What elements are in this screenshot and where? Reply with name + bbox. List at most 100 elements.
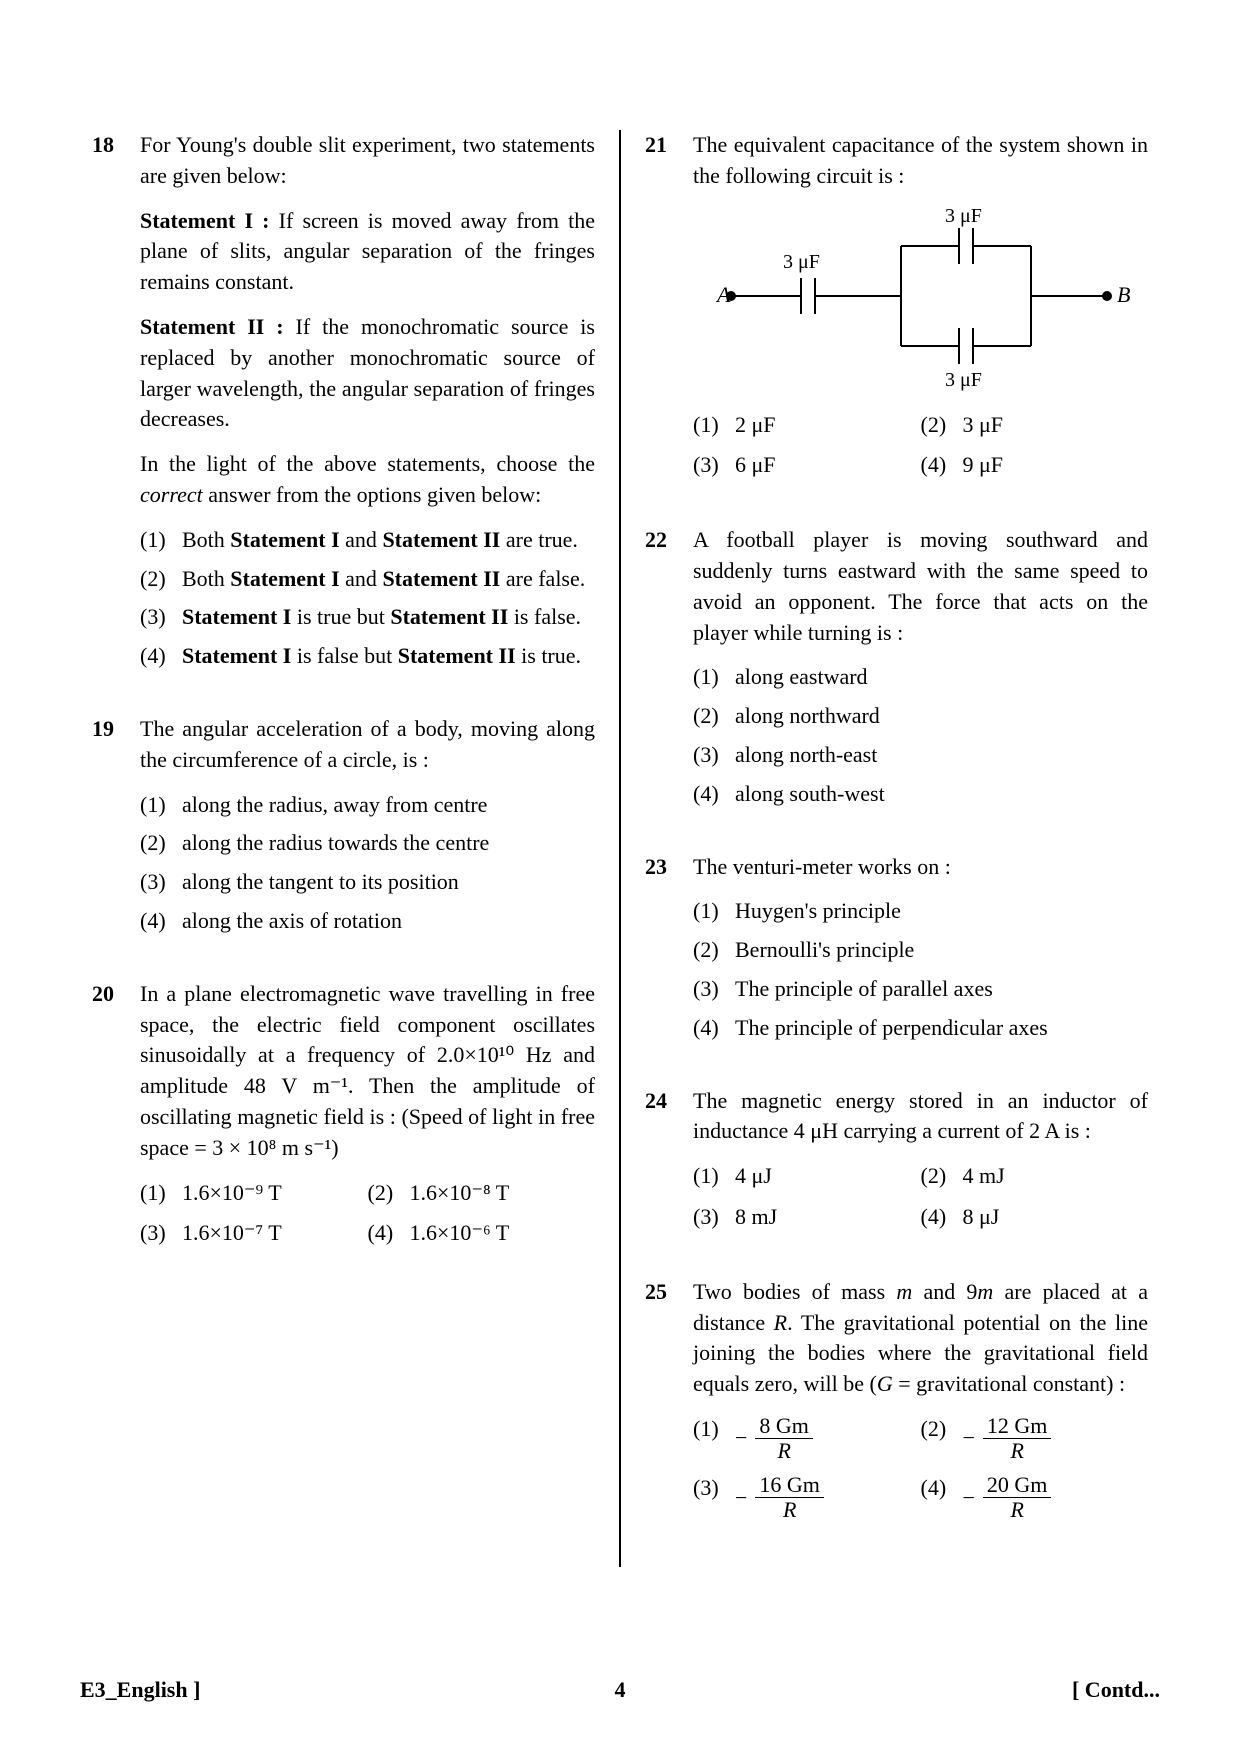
cap3-label: 3 μF [945, 369, 982, 391]
frequency-value: 2.0×10¹⁰ Hz [437, 1042, 552, 1067]
q20-text: In a plane electromagnetic wave travelli… [140, 979, 595, 1164]
option-number: (2) [140, 564, 182, 595]
q24-text: The magnetic energy stored in an inducto… [693, 1086, 1148, 1148]
cap2-label: 3 μF [945, 205, 982, 227]
option: (1)Huygen's principle [693, 896, 1148, 927]
option: (2)Bernoulli's principle [693, 935, 1148, 966]
option: (3)1.6×10⁻⁷ T [140, 1218, 368, 1249]
question-number: 20 [92, 979, 140, 1259]
question-24: 24 The magnetic energy stored in an indu… [645, 1086, 1148, 1243]
option-text: Both Statement I and Statement II are tr… [182, 525, 595, 556]
question-number: 21 [645, 130, 693, 491]
option: (1)−8 GmR [693, 1414, 921, 1463]
option: (4)The principle of perpendicular axes [693, 1013, 1148, 1044]
q23-options: (1)Huygen's principle (2)Bernoulli's pri… [693, 896, 1148, 1043]
lead-b: answer from the options given below: [203, 482, 542, 507]
stmt1-label: Statement I : [140, 208, 270, 233]
q18-lead: In the light of the above statements, ch… [140, 449, 595, 511]
question-25: 25 Two bodies of mass m and 9m are place… [645, 1277, 1148, 1533]
node-b-label: B [1117, 282, 1130, 307]
q21-options: (1)2 μF (2)3 μF (3)6 μF (4)9 μF [693, 410, 1148, 492]
q22-options: (1)along eastward (2)along northward (3)… [693, 662, 1148, 809]
option: (2)along the radius towards the centre [140, 828, 595, 859]
option: (2)along northward [693, 701, 1148, 732]
q25-options: (1)−8 GmR (2)−12 GmR (3)−16 GmR (4)−20 G… [693, 1414, 1148, 1533]
question-22: 22 A football player is moving southward… [645, 525, 1148, 817]
option: (1)Both Statement I and Statement II are… [140, 525, 595, 556]
page-footer: E3_English ] 4 [ Contd... [80, 1677, 1160, 1703]
question-body: Two bodies of mass m and 9m are placed a… [693, 1277, 1148, 1533]
q18-options: (1)Both Statement I and Statement II are… [140, 525, 595, 672]
option-text: Both Statement I and Statement II are fa… [182, 564, 595, 595]
option: (2)3 μF [921, 410, 1149, 441]
option: (2)1.6×10⁻⁸ T [368, 1178, 596, 1209]
left-column: 18 For Young's double slit experiment, t… [80, 130, 621, 1567]
q20-options: (1)1.6×10⁻⁹ T (2)1.6×10⁻⁸ T (3)1.6×10⁻⁷ … [140, 1178, 595, 1260]
option: (3)8 mJ [693, 1202, 921, 1233]
q18-statement-2: Statement II : If the monochromatic sour… [140, 312, 595, 435]
question-body: The angular acceleration of a body, movi… [140, 714, 595, 945]
amplitude-value: 48 V m⁻¹ [244, 1073, 348, 1098]
option: (4)1.6×10⁻⁶ T [368, 1218, 596, 1249]
stmt2-label: Statement II : [140, 314, 284, 339]
question-18: 18 For Young's double slit experiment, t… [92, 130, 595, 680]
option: (3)−16 GmR [693, 1473, 921, 1522]
question-number: 18 [92, 130, 140, 680]
fraction: −16 GmR [735, 1473, 921, 1522]
fraction: −8 GmR [735, 1414, 921, 1463]
option: (4)along the axis of rotation [140, 906, 595, 937]
option-number: (3) [140, 602, 182, 633]
q19-options: (1)along the radius, away from centre (2… [140, 790, 595, 937]
option: (1)4 μJ [693, 1161, 921, 1192]
option: (3)along north-east [693, 740, 1148, 771]
q21-text: The equivalent capacitance of the system… [693, 130, 1148, 192]
question-20: 20 In a plane electromagnetic wave trave… [92, 979, 595, 1259]
option: (1)2 μF [693, 410, 921, 441]
circuit-svg: A B 3 μF 3 μF 3 μF [711, 206, 1131, 396]
option: (1)along the radius, away from centre [140, 790, 595, 821]
circuit-diagram: A B 3 μF 3 μF 3 μF [693, 206, 1148, 396]
question-number: 22 [645, 525, 693, 817]
option: (4)along south-west [693, 779, 1148, 810]
option-text: Statement I is true but Statement II is … [182, 602, 595, 633]
q18-statement-1: Statement I : If screen is moved away fr… [140, 206, 595, 298]
option: (1)along eastward [693, 662, 1148, 693]
lead-a: In the light of the above statements, ch… [140, 451, 595, 476]
question-23: 23 The venturi-meter works on : (1)Huyge… [645, 852, 1148, 1052]
question-body: The venturi-meter works on : (1)Huygen's… [693, 852, 1148, 1052]
question-21: 21 The equivalent capacitance of the sys… [645, 130, 1148, 491]
two-column-layout: 18 For Young's double slit experiment, t… [80, 130, 1160, 1567]
lead-italic: correct [140, 482, 203, 507]
option: (2)−12 GmR [921, 1414, 1149, 1463]
footer-left: E3_English ] [80, 1677, 200, 1703]
option-text: Statement I is false but Statement II is… [182, 641, 595, 672]
right-column: 21 The equivalent capacitance of the sys… [621, 130, 1160, 1567]
option: (3)along the tangent to its position [140, 867, 595, 898]
q22-text: A football player is moving southward an… [693, 525, 1148, 648]
question-body: The magnetic energy stored in an inducto… [693, 1086, 1148, 1243]
question-body: In a plane electromagnetic wave travelli… [140, 979, 595, 1259]
q18-intro: For Young's double slit experiment, two … [140, 130, 595, 192]
q24-options: (1)4 μJ (2)4 mJ (3)8 mJ (4)8 μJ [693, 1161, 1148, 1243]
option: (4)Statement I is false but Statement II… [140, 641, 595, 672]
question-body: The equivalent capacitance of the system… [693, 130, 1148, 491]
question-number: 25 [645, 1277, 693, 1533]
footer-right: [ Contd... [1072, 1677, 1160, 1703]
question-19: 19 The angular acceleration of a body, m… [92, 714, 595, 945]
node-a-label: A [715, 282, 731, 307]
option-number: (1) [140, 525, 182, 556]
option: (3)Statement I is true but Statement II … [140, 602, 595, 633]
cap1-label: 3 μF [783, 251, 820, 273]
question-body: A football player is moving southward an… [693, 525, 1148, 817]
fraction: −20 GmR [963, 1473, 1149, 1522]
option-number: (4) [140, 641, 182, 672]
exam-page: 18 For Young's double slit experiment, t… [0, 0, 1240, 1753]
q23-text: The venturi-meter works on : [693, 852, 1148, 883]
question-number: 19 [92, 714, 140, 945]
option: (3)6 μF [693, 450, 921, 481]
option: (4)9 μF [921, 450, 1149, 481]
q19-text: The angular acceleration of a body, movi… [140, 714, 595, 776]
fraction: −12 GmR [963, 1414, 1149, 1463]
option: (3)The principle of parallel axes [693, 974, 1148, 1005]
option: (1)1.6×10⁻⁹ T [140, 1178, 368, 1209]
